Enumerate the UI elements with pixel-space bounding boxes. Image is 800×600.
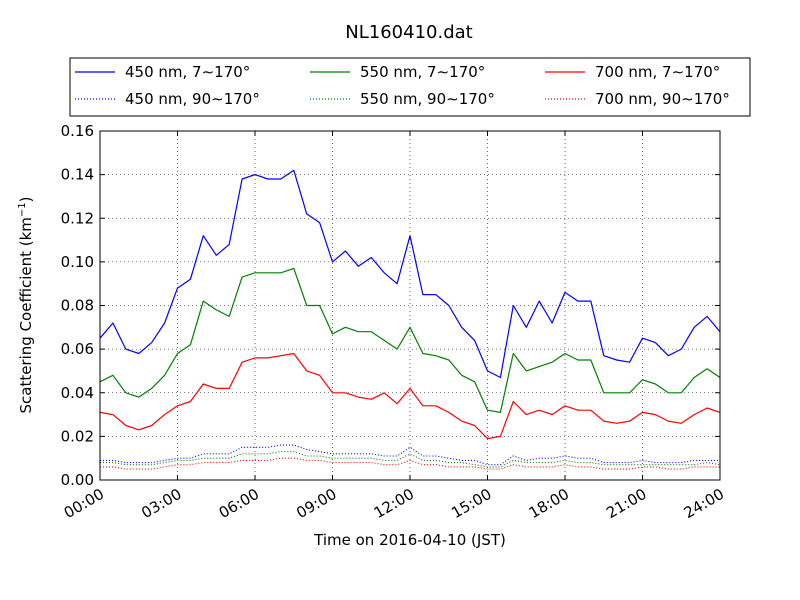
grid bbox=[100, 131, 720, 480]
series-line-5 bbox=[100, 457, 720, 470]
x-tick-label: 09:00 bbox=[293, 485, 339, 522]
y-tick-label: 0.06 bbox=[61, 340, 94, 358]
y-tick-label: 0.00 bbox=[61, 471, 94, 489]
series-lines bbox=[99, 169, 721, 470]
legend-label-4: 550 nm, 90∼170° bbox=[360, 90, 495, 108]
y-tick-label: 0.14 bbox=[61, 166, 94, 184]
legend-frame bbox=[69, 57, 751, 117]
series-line-1 bbox=[99, 267, 721, 413]
series-line-4 bbox=[100, 451, 721, 468]
y-tick-label: 0.10 bbox=[61, 253, 94, 271]
y-axis-title-end: ) bbox=[17, 196, 35, 202]
y-tick-label: 0.12 bbox=[61, 209, 94, 227]
x-tick-label: 15:00 bbox=[448, 485, 494, 522]
legend-label-3: 450 nm, 90∼170° bbox=[125, 90, 260, 108]
x-tick-label: 00:00 bbox=[61, 485, 107, 522]
x-tick-label: 21:00 bbox=[603, 485, 649, 522]
y-tick-label: 0.16 bbox=[61, 122, 94, 140]
chart-title: NL160410.dat bbox=[345, 22, 472, 43]
series-line-0 bbox=[99, 169, 721, 379]
y-tick-label: 0.08 bbox=[61, 297, 94, 315]
y-axis-title-main: Scattering Coefficient (km bbox=[17, 217, 35, 413]
axes: 00:00 03:00 06:00 09:00 12:00 15:00 18:00 21:00… bbox=[61, 122, 728, 522]
legend: 450 nm, 7∼170° 550 nm, 7∼170° 700 nm, 7∼17… bbox=[69, 57, 751, 117]
series-line-3 bbox=[100, 444, 720, 466]
x-tick-label: 18:00 bbox=[526, 485, 572, 522]
x-axis-title: Time on 2016-04-10 (JST) bbox=[313, 531, 506, 549]
y-tick-label: 0.04 bbox=[61, 384, 94, 402]
legend-label-1: 550 nm, 7∼170° bbox=[360, 63, 485, 81]
y-axis-title-sup: −1 bbox=[17, 202, 28, 217]
legend-label-0: 450 nm, 7∼170° bbox=[125, 63, 250, 81]
legend-label-2: 700 nm, 7∼170° bbox=[595, 63, 720, 81]
y-tick-label: 0.02 bbox=[61, 427, 94, 445]
x-tick-label: 03:00 bbox=[138, 485, 184, 522]
series-line-2 bbox=[99, 352, 721, 440]
x-tick-label: 24:00 bbox=[681, 485, 727, 522]
x-tick-label: 06:00 bbox=[216, 485, 262, 522]
y-axis-title: Scattering Coefficient (km−1) bbox=[17, 196, 35, 413]
x-tick-label: 12:00 bbox=[371, 485, 417, 522]
legend-label-5: 700 nm, 90∼170° bbox=[595, 90, 730, 108]
